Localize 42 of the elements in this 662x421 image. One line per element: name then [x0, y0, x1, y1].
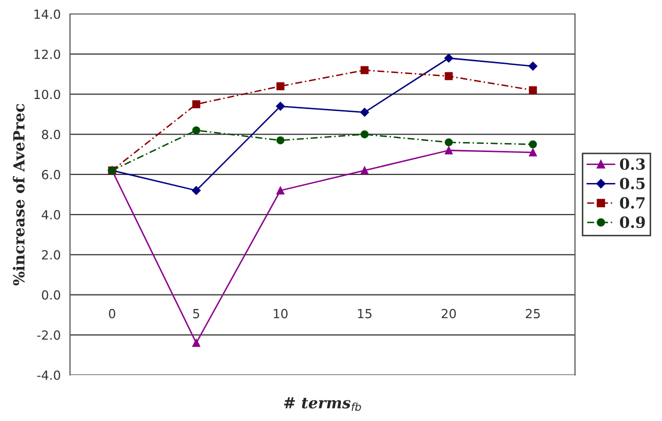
point [276, 82, 284, 90]
point [360, 130, 369, 138]
x-tick-label: 5 [193, 309, 200, 318]
point [444, 72, 453, 80]
point [360, 66, 369, 74]
legend-label: 0.9 [620, 216, 645, 228]
point [444, 146, 453, 154]
x-tick-label: 25 [526, 308, 540, 318]
y-tick-label: 8.0 [42, 130, 60, 140]
point [528, 86, 537, 94]
x-axis-title: # terms$_{fb}$ [284, 397, 361, 411]
point [192, 338, 200, 347]
y-tick-label: 2.0 [42, 250, 60, 260]
point [276, 186, 284, 194]
legend-label: 0.3 [620, 158, 645, 170]
y-tick-label: 0.0 [42, 290, 60, 300]
point [192, 186, 201, 195]
point [528, 62, 538, 71]
x-tick-label: 10 [274, 308, 288, 318]
y-tick-label: 4.0 [42, 210, 60, 220]
legend-label: 0.7 [620, 197, 645, 209]
point [276, 102, 285, 111]
point [360, 166, 369, 174]
point [528, 140, 537, 148]
point [192, 126, 200, 134]
x-tick-label: 0 [108, 308, 116, 318]
point [528, 148, 537, 156]
point [444, 138, 453, 146]
y-tick-label: 10.0 [34, 90, 60, 100]
legend-label: 0.5 [620, 178, 645, 190]
y-tick-label: 6.0 [42, 170, 60, 180]
x-tick-label: 15 [358, 309, 372, 318]
point [192, 100, 200, 108]
point [276, 136, 284, 144]
y-tick-label: -2.0 [37, 330, 60, 340]
y-tick-label: 14.0 [34, 9, 60, 19]
x-tick-label: 20 [442, 308, 456, 318]
y-axis-title: %increase of AvePrec [12, 104, 25, 286]
y-tick-label: -4.0 [37, 370, 60, 380]
point [444, 54, 454, 63]
point [360, 108, 370, 117]
y-tick-label: 12.0 [34, 50, 60, 60]
